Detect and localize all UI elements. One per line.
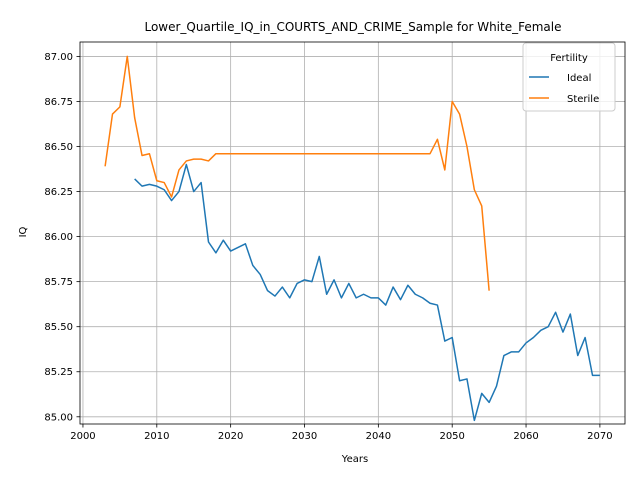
y-tick-label: 86.25 (44, 187, 73, 198)
legend-box (522, 42, 616, 112)
x-tick-label: 2010 (144, 431, 169, 442)
y-axis-label: IQ (18, 226, 29, 237)
legend-label-ideal: Ideal (567, 73, 591, 84)
series-line-sterile (104, 55, 490, 291)
x-axis-label: Years (341, 454, 368, 465)
chart-title: Lower_Quartile_IQ_in_COURTS_AND_CRIME_Sa… (144, 20, 561, 34)
x-tick-label: 2030 (292, 431, 317, 442)
y-tick-label: 85.25 (44, 367, 73, 378)
series-line-ideal (134, 163, 600, 422)
x-tick-label: 2070 (587, 431, 612, 442)
legend-title: Fertility (550, 53, 588, 64)
x-tick-label: 2050 (439, 431, 464, 442)
plot-area-frame (79, 41, 626, 425)
legend-label-sterile: Sterile (567, 94, 599, 105)
y-tick-label: 86.00 (44, 232, 73, 243)
y-tick-label: 85.00 (44, 412, 73, 423)
x-tick-label: 2060 (513, 431, 538, 442)
y-tick-label: 85.50 (44, 322, 73, 333)
y-tick-label: 87.00 (44, 52, 73, 63)
y-axis: 85.00 85.25 85.50 85.75 86.00 86.25 86.50 86.75… (44, 52, 80, 423)
y-tick-label: 86.75 (44, 97, 73, 108)
y-tick-label: 85.75 (44, 277, 73, 288)
x-axis: 2000 2010 2020 2030 2040 2050 2060 2070 (70, 424, 613, 442)
y-tick-label: 86.50 (44, 142, 73, 153)
x-tick-label: 2020 (218, 431, 243, 442)
x-tick-label: 2040 (366, 431, 391, 442)
legend: Fertility Ideal Sterile (522, 42, 616, 112)
series-layer (104, 55, 600, 422)
x-tick-label: 2000 (70, 431, 95, 442)
